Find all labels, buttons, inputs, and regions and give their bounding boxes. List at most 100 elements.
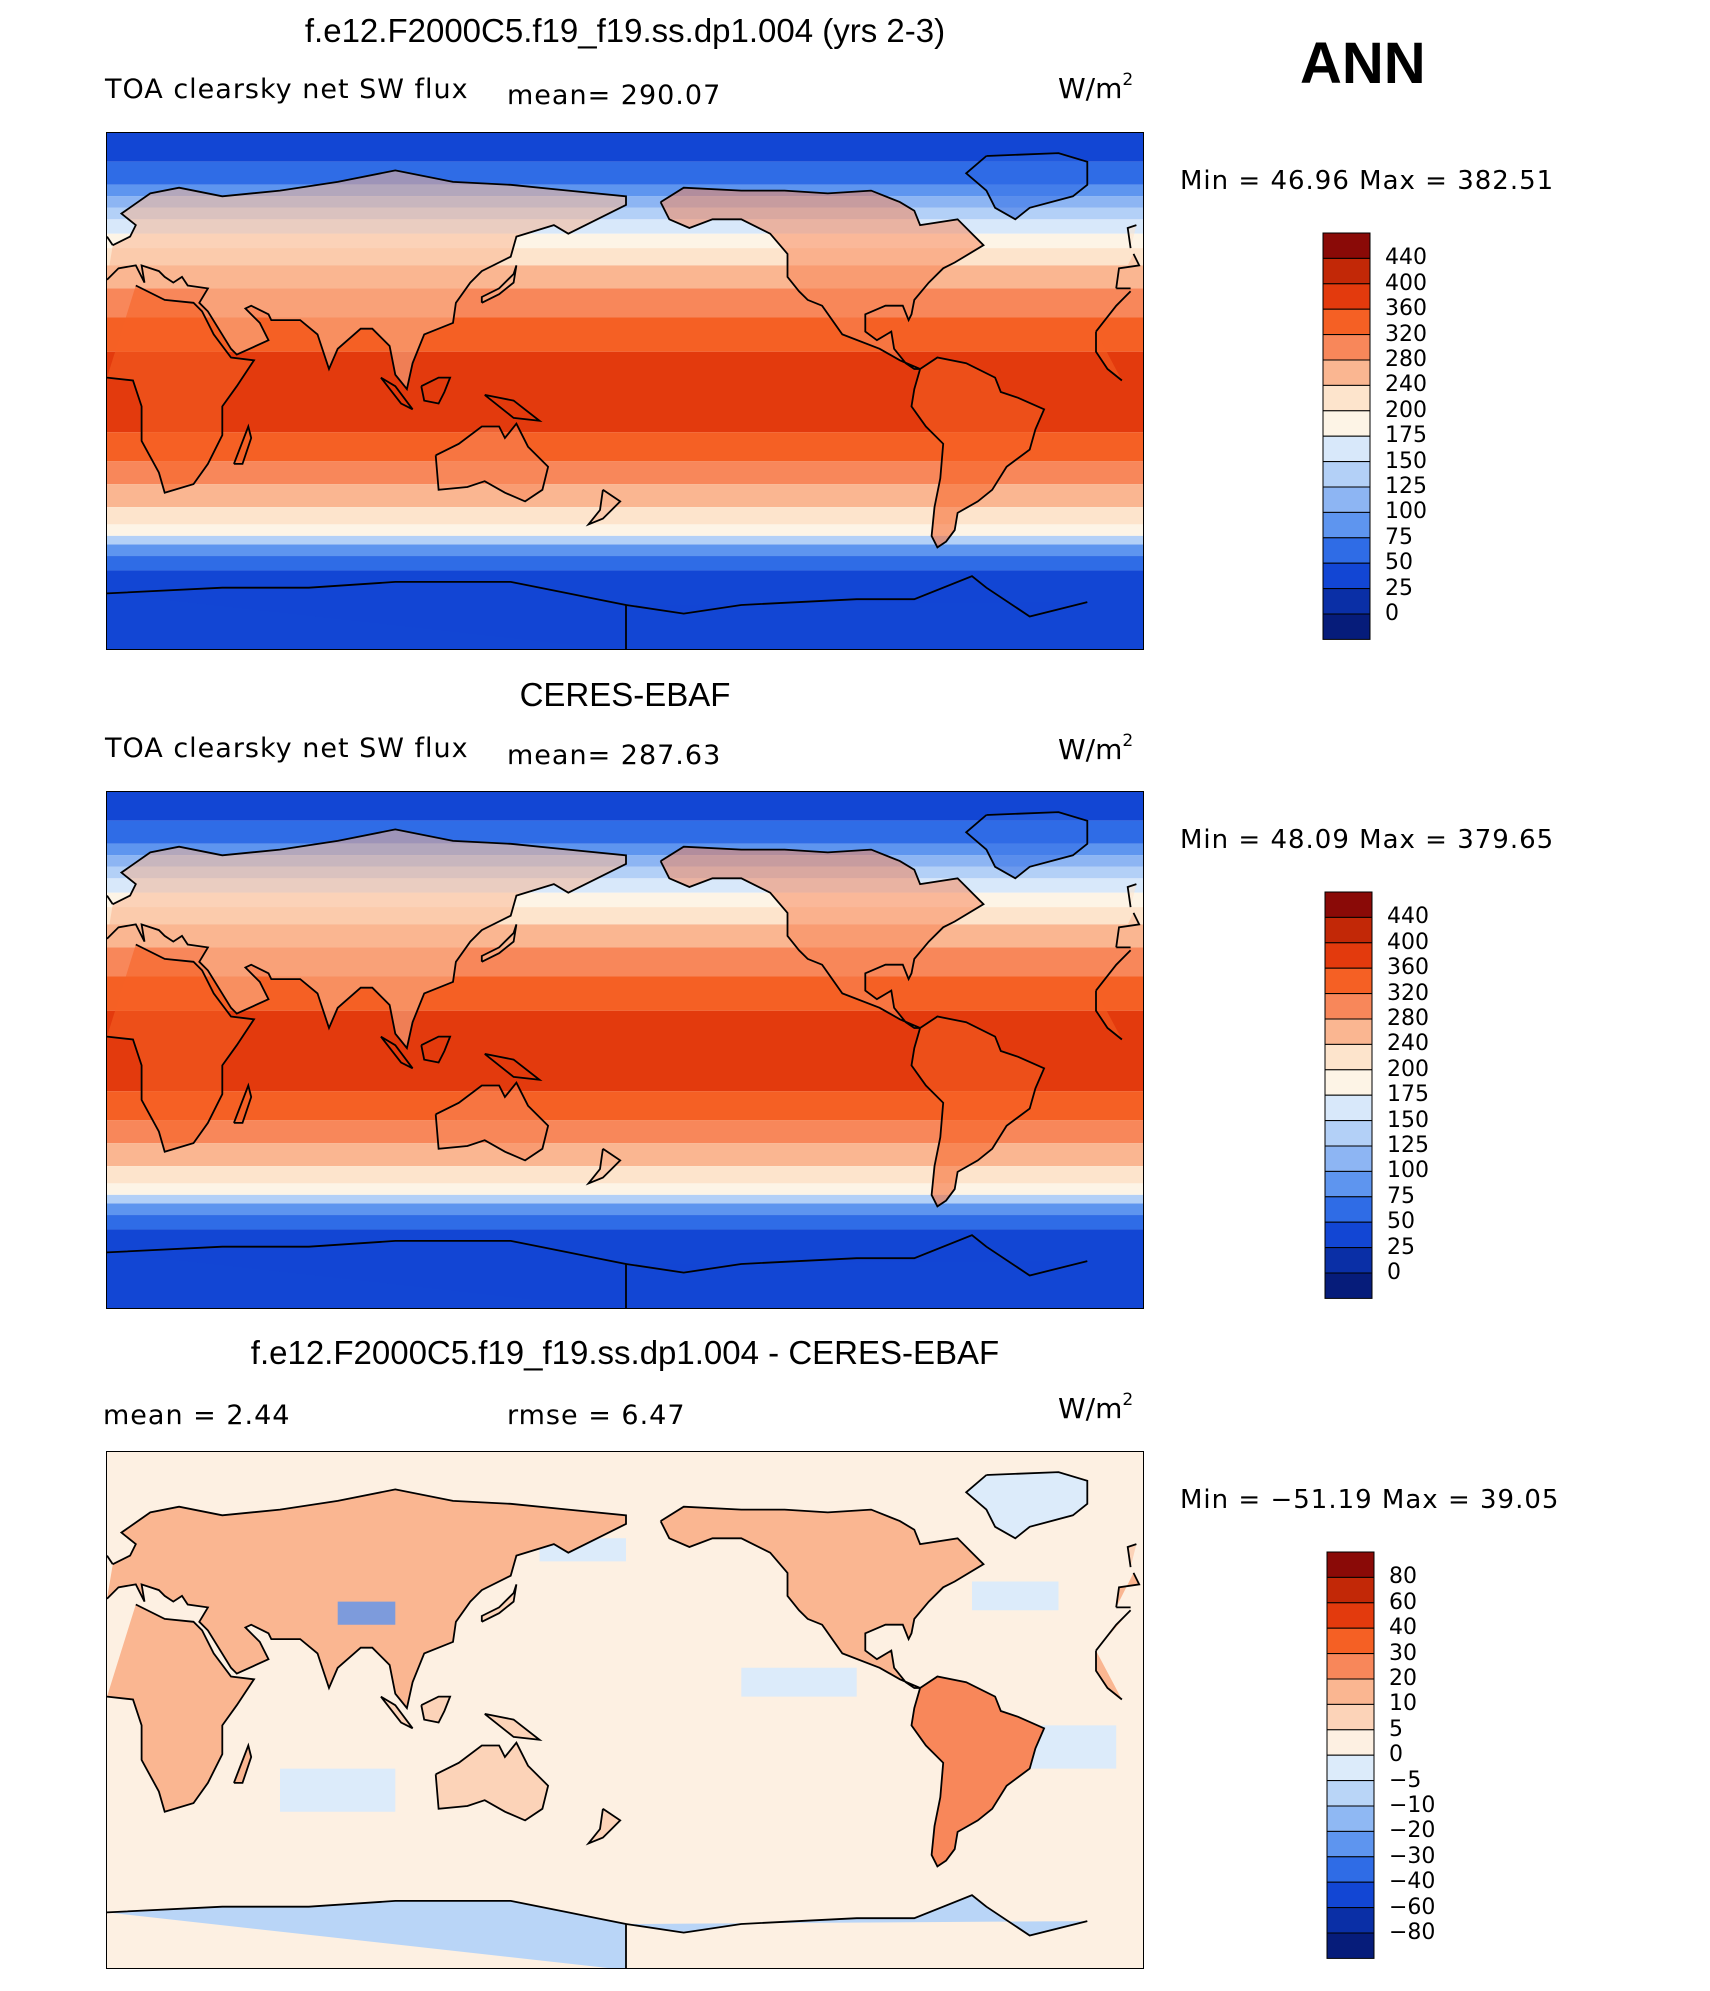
contour-band-10 xyxy=(107,317,1143,352)
contour-band-2 xyxy=(107,843,1143,856)
contour-band-18 xyxy=(107,544,1143,557)
colorbar-tick-label: 440 xyxy=(1385,245,1427,271)
contour-band-14 xyxy=(107,484,1143,508)
coastline-africa xyxy=(107,943,1132,1153)
contour-band-13 xyxy=(107,461,1143,485)
diff-patch-0 xyxy=(1029,1725,1117,1769)
land-diff-australia xyxy=(435,1742,549,1821)
contour-band-10 xyxy=(107,976,1143,1011)
map-field xyxy=(107,1452,1143,1968)
coastline-greenland xyxy=(964,152,1089,221)
colorbar-tick-label: 360 xyxy=(1387,955,1429,981)
coastline-japan xyxy=(480,265,518,304)
land-shade-samerica xyxy=(911,1016,1045,1207)
colorbar-swatch-5 xyxy=(1322,359,1371,386)
diff-patch-1 xyxy=(741,1667,857,1697)
land-shade-australia xyxy=(435,423,549,502)
contour-band-17 xyxy=(107,1194,1143,1204)
colorbar-tick-label: 240 xyxy=(1385,372,1427,398)
colorbar-swatch-0 xyxy=(1326,1551,1375,1578)
land-shade-namerica xyxy=(660,846,984,1028)
colorbar-swatch-7 xyxy=(1322,410,1371,437)
colorbar-swatch-4 xyxy=(1324,993,1373,1020)
contour-band-15 xyxy=(107,507,1143,525)
map-field xyxy=(107,133,1143,649)
colorbar-swatch-8 xyxy=(1326,1754,1375,1782)
coastline-borneo xyxy=(420,1035,452,1064)
panel3-map xyxy=(106,1451,1144,1969)
colorbar-tick-label: 10 xyxy=(1389,1691,1417,1717)
colorbar-tick-label: 400 xyxy=(1387,929,1429,955)
contour-band-13 xyxy=(107,1120,1143,1144)
colorbar-tick-label: 25 xyxy=(1385,575,1413,601)
land-shade-borneo xyxy=(421,1036,451,1063)
coastline-eurasia xyxy=(107,1488,1141,1711)
colorbar-tick-label: −80 xyxy=(1389,1920,1436,1945)
colorbar-tick-label: 175 xyxy=(1385,423,1427,449)
coastline-australia xyxy=(434,1741,550,1822)
land-diff-eurasia xyxy=(107,1489,1140,1709)
coastline-samerica xyxy=(910,356,1046,549)
colorbar-tick-label: 50 xyxy=(1387,1209,1415,1235)
colorbar-tick-label: 360 xyxy=(1385,296,1427,322)
colorbar-tick-label: −30 xyxy=(1389,1843,1436,1869)
contour-band-19 xyxy=(107,1215,1143,1230)
colorbar-tick-label: 200 xyxy=(1385,397,1427,423)
colorbar-swatch-15 xyxy=(1322,613,1371,640)
coastline-japan xyxy=(480,924,518,963)
season-label: ANN xyxy=(1300,31,1426,96)
diff-patch-5 xyxy=(972,1581,1059,1611)
panel3-mean-label: mean = 2.44 xyxy=(103,1400,291,1431)
panel3-rmse-label: rmse = 6.47 xyxy=(507,1400,686,1431)
colorbar-swatch-12 xyxy=(1326,1856,1375,1883)
colorbar-swatch-15 xyxy=(1326,1932,1375,1959)
coastline-newguinea xyxy=(484,394,543,423)
map-field xyxy=(107,792,1143,1308)
colorbar-tick-label: 150 xyxy=(1387,1107,1429,1133)
colorbar-swatch-10 xyxy=(1322,486,1371,513)
colorbar-tick-label: −60 xyxy=(1389,1894,1436,1920)
coastlines xyxy=(107,811,1141,1308)
colorbar-swatch-14 xyxy=(1326,1907,1375,1934)
coastline-sumatra xyxy=(380,1695,414,1730)
coastline-samerica xyxy=(910,1675,1046,1868)
coastline-uk xyxy=(107,1543,1137,1568)
land-shade-eurasia xyxy=(107,829,1140,1049)
panel1-title: f.e12.F2000C5.f19_f19.ss.dp1.004 (yrs 2-… xyxy=(304,12,946,49)
colorbar-swatch-14 xyxy=(1324,1247,1373,1274)
coastline-japan xyxy=(480,1584,518,1623)
colorbar-swatch-2 xyxy=(1324,942,1373,969)
colorbar-tick-label: 0 xyxy=(1389,1742,1403,1768)
colorbar-tick-label: 280 xyxy=(1387,1006,1429,1031)
coastline-africa xyxy=(107,1603,1132,1813)
land-shade-samerica xyxy=(911,357,1045,548)
colorbar-swatch-13 xyxy=(1322,562,1371,590)
colorbar-swatch-1 xyxy=(1324,916,1373,944)
colorbar-swatch-13 xyxy=(1326,1881,1375,1909)
panel2-map xyxy=(106,791,1144,1309)
colorbar-tick-label: 125 xyxy=(1387,1133,1429,1158)
coastline-uk xyxy=(107,224,1137,249)
land-shade-sumatra xyxy=(380,377,413,410)
land-diff-sumatra xyxy=(380,1696,413,1729)
land-shade-australia xyxy=(435,1082,549,1161)
coastline-uk xyxy=(107,883,1137,908)
coastline-antarctica xyxy=(107,575,1088,649)
coastline-borneo xyxy=(420,376,452,405)
panel3-minmax: Min = −51.19 Max = 39.05 xyxy=(1180,1485,1560,1515)
land-shade-greenland xyxy=(966,153,1088,220)
land-diff-newguinea xyxy=(484,1713,540,1740)
coastline-nz xyxy=(585,1808,622,1846)
land-shade-greenland xyxy=(966,812,1088,879)
colorbar-tick-label: 320 xyxy=(1387,980,1429,1006)
coastline-greenland xyxy=(964,1471,1089,1540)
contour-band-0 xyxy=(107,792,1143,821)
colorbar-tick-label: −5 xyxy=(1389,1767,1422,1793)
colorbar-swatch-1 xyxy=(1326,1576,1375,1604)
colorbar-tick-label: 150 xyxy=(1385,448,1427,474)
colorbar-tick-label: −40 xyxy=(1389,1869,1436,1895)
coastline-namerica xyxy=(659,186,985,370)
panel1-map xyxy=(106,132,1144,650)
panel1-minmax: Min = 46.96 Max = 382.51 xyxy=(1180,166,1555,196)
land-shade-antarctica xyxy=(107,1235,1088,1308)
